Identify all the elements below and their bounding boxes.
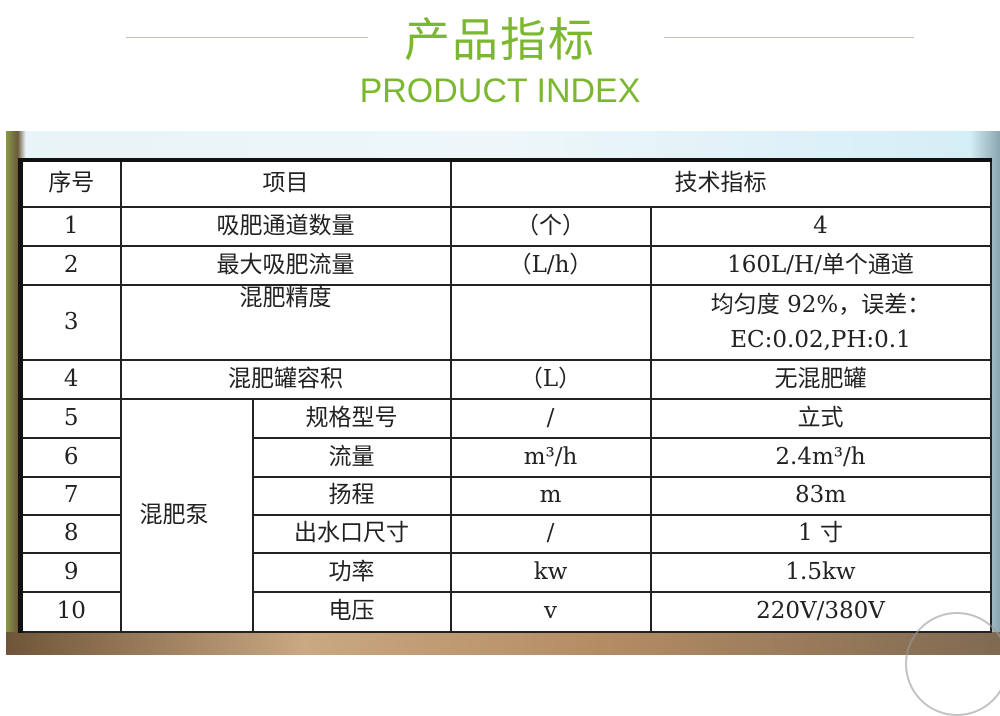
row-item: 混肥精度 — [119, 284, 452, 361]
row-value: 立式 — [649, 398, 992, 439]
row-no: 9 — [19, 552, 122, 593]
row-item: 出水口尺寸 — [251, 514, 452, 554]
page-subtitle: PRODUCT INDEX — [359, 72, 641, 110]
row-no: 5 — [19, 398, 122, 439]
table-row: 5 混肥泵 规格型号 / 立式 — [19, 398, 992, 633]
row-value: 无混肥罐 — [649, 359, 992, 400]
row-item: 扬程 — [251, 476, 452, 516]
table-row: 2 最大吸肥流量 （L/h） 160L/H/单个通道 — [19, 245, 992, 286]
row-item: 功率 — [251, 552, 452, 593]
row-value: 83m — [649, 476, 992, 516]
row-no: 4 — [19, 359, 122, 400]
row-item: 混肥罐容积 — [119, 359, 452, 400]
row-value: 1 寸 — [649, 514, 992, 554]
row-item: 最大吸肥流量 — [119, 245, 452, 286]
page-title: 产品指标 — [404, 13, 596, 67]
row-item: 吸肥通道数量 — [119, 206, 452, 247]
table-row: 4 混肥罐容积 （L） 无混肥罐 — [19, 359, 992, 400]
row-unit: m — [449, 476, 652, 516]
table-row: 8 出水口尺寸 / 1 寸 — [19, 514, 992, 554]
table-row: 7 扬程 m 83m — [19, 476, 992, 516]
row-unit: （个） — [449, 206, 652, 247]
row-no: 1 — [19, 206, 122, 247]
row-unit: m³/h — [449, 437, 652, 478]
row-value-line1: 均匀度 92%，误差： — [710, 292, 931, 318]
table-header-row: 序号 项目 技术指标 — [19, 159, 992, 208]
row-no: 7 — [19, 476, 122, 516]
row-item: 电压 — [251, 591, 452, 633]
row-unit: / — [449, 398, 652, 439]
row-item: 规格型号 — [251, 398, 452, 439]
table-row: 1 吸肥通道数量 （个） 4 — [19, 206, 992, 247]
row-value: 4 — [649, 206, 992, 247]
group-label: 混肥泵 — [119, 398, 254, 633]
row-no: 8 — [19, 514, 122, 554]
row-unit: （L/h） — [449, 245, 652, 286]
header-divider-left — [126, 37, 368, 38]
header-divider-right — [664, 37, 914, 38]
row-item: 流量 — [251, 437, 452, 478]
row-unit — [449, 284, 652, 361]
row-unit: v — [449, 591, 652, 633]
row-no: 3 — [19, 284, 122, 361]
row-value: 1.5kw — [649, 552, 992, 593]
header-item: 项目 — [119, 159, 452, 208]
row-value: 2.4m³/h — [649, 437, 992, 478]
table-row: 6 流量 m³/h 2.4m³/h — [19, 437, 992, 478]
company-stamp — [905, 612, 1000, 716]
row-unit: kw — [449, 552, 652, 593]
header-spec: 技术指标 — [449, 159, 992, 208]
row-unit: （L） — [449, 359, 652, 400]
table-row: 3 混肥精度 均匀度 92%，误差： EC:0.02,PH:0.1 — [19, 284, 992, 361]
row-unit: / — [449, 514, 652, 554]
row-no: 2 — [19, 245, 122, 286]
table-row: 9 功率 kw 1.5kw — [19, 552, 992, 593]
row-value: 160L/H/单个通道 — [649, 245, 992, 286]
row-no: 6 — [19, 437, 122, 478]
background-photo-bottom — [6, 632, 1000, 655]
row-value: 均匀度 92%，误差： EC:0.02,PH:0.1 — [649, 284, 992, 361]
table-row: 10 电压 v 220V/380V — [19, 591, 992, 633]
spec-table: 序号 项目 技术指标 1 吸肥通道数量 （个） 4 2 最大吸肥流量 （L/h）… — [18, 158, 992, 633]
row-no: 10 — [19, 591, 122, 633]
header-no: 序号 — [19, 159, 122, 208]
row-value-line2: EC:0.02,PH:0.1 — [730, 326, 911, 353]
